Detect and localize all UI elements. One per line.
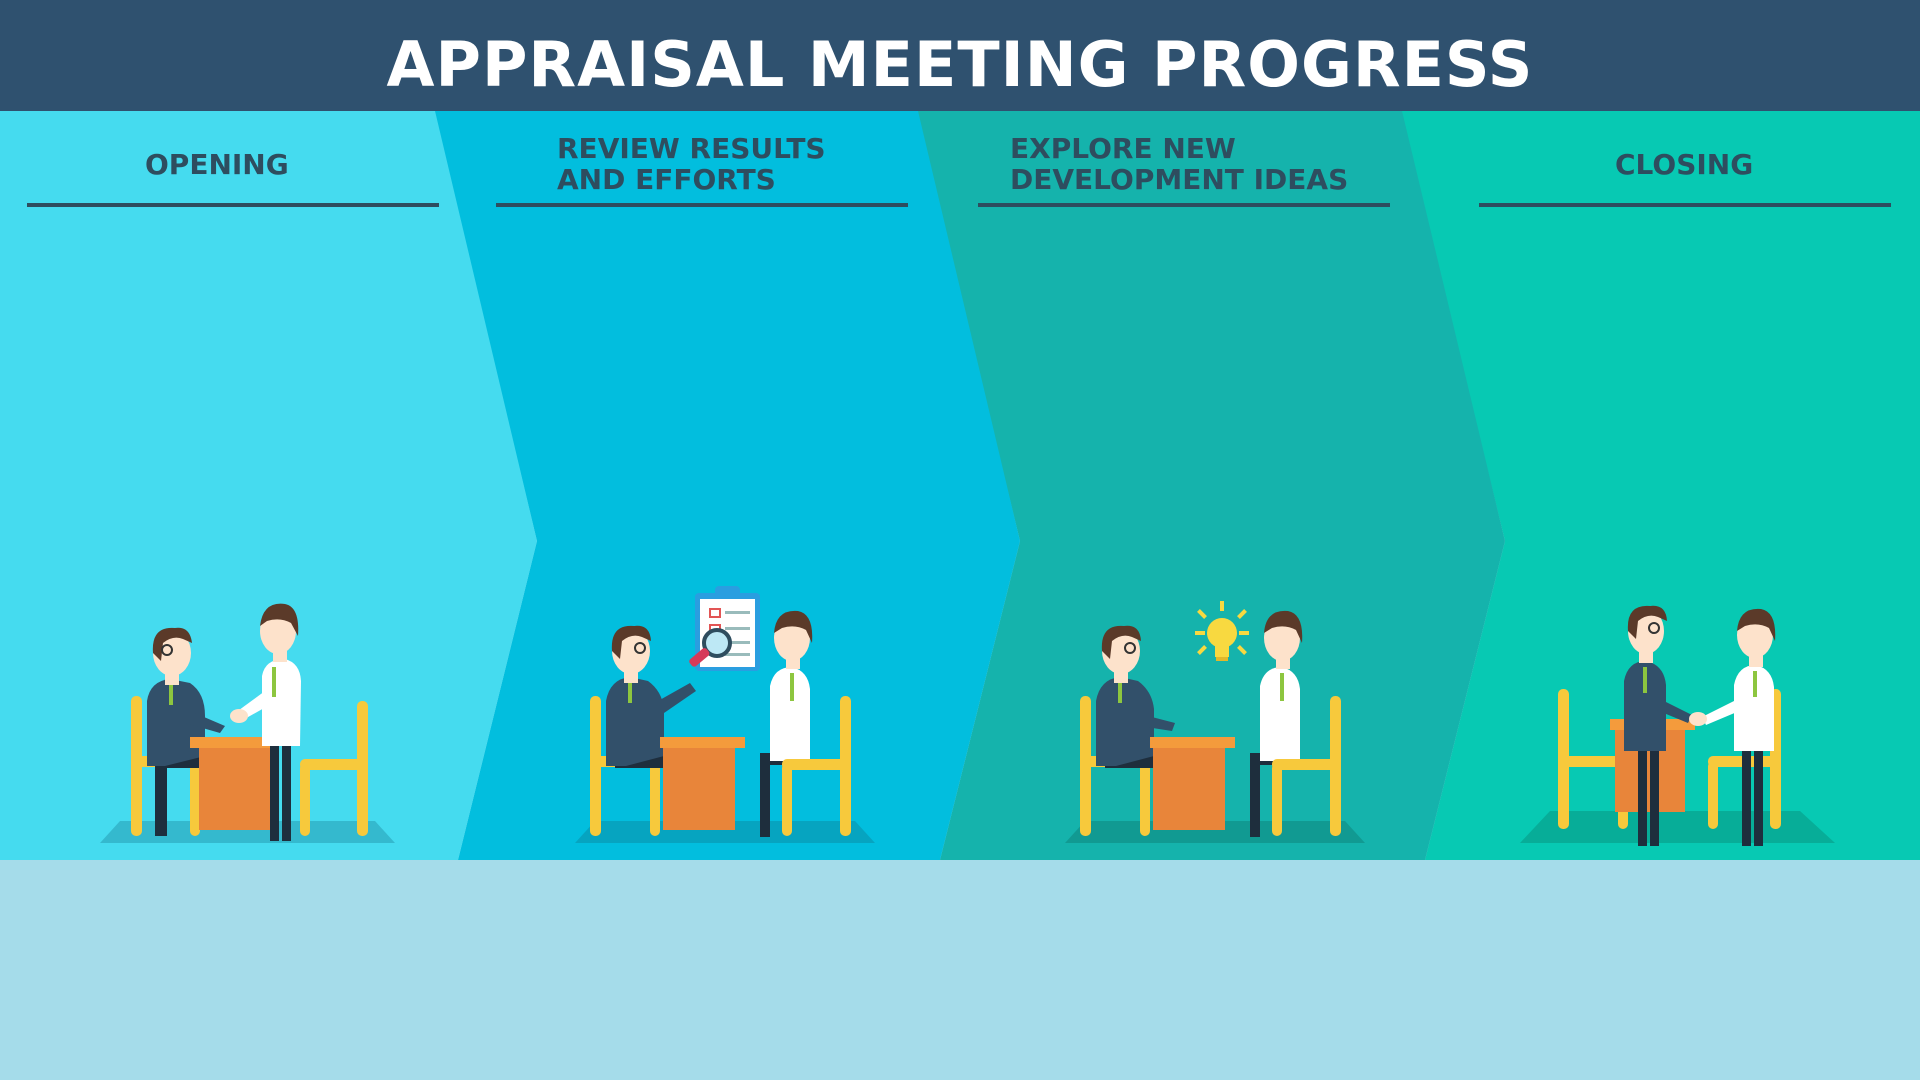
stage-rule-closing (1479, 203, 1891, 207)
review-documents-icon (575, 586, 875, 843)
handshake-at-desk-icon (100, 603, 395, 843)
lightbulb-icon (1195, 601, 1249, 661)
left-person (1624, 605, 1692, 846)
stage-label-line: REVIEW RESULTS (557, 132, 826, 165)
right-chair (1272, 696, 1341, 836)
stage-band-explore (915, 111, 1505, 860)
desk (190, 737, 271, 830)
magnifier-icon (689, 628, 732, 667)
stage-label-line: DEVELOPMENT IDEAS (1010, 163, 1349, 196)
stage-band-opening (0, 111, 537, 860)
stage-band-closing (1400, 111, 1920, 860)
left-person (606, 625, 696, 768)
stage-label-line: OPENING (145, 148, 289, 181)
page-title: APPRAISAL MEETING PROGRESS (386, 28, 1534, 101)
stage-band-review (433, 111, 1020, 860)
stage-label-closing: CLOSING (1615, 149, 1753, 180)
right-chair (300, 701, 368, 836)
stage-rule-explore (978, 203, 1390, 207)
stage-area: OPENING REVIEW RESULTS AND EFFORTS EXPLO… (0, 111, 1920, 860)
stage-label-line: CLOSING (1615, 148, 1754, 181)
desk (660, 737, 745, 830)
stage-label-line: EXPLORE NEW (1010, 132, 1236, 165)
desk (1150, 737, 1235, 830)
right-chair (782, 696, 851, 836)
stage-bands (0, 111, 1920, 860)
right-person (230, 603, 301, 841)
idea-lightbulb-icon (1065, 601, 1365, 843)
stage-rule-opening (27, 203, 439, 207)
stage-label-explore: EXPLORE NEW DEVELOPMENT IDEAS (1010, 133, 1348, 195)
stage-rule-review (496, 203, 908, 207)
right-person (1250, 610, 1303, 837)
left-person (1096, 625, 1175, 768)
right-person (1689, 608, 1776, 846)
header-bar: APPRAISAL MEETING PROGRESS (0, 0, 1920, 111)
floor-shadow (100, 821, 395, 843)
closing-handshake-icon (1520, 605, 1835, 846)
stage-label-line: AND EFFORTS (557, 163, 776, 196)
stage-label-opening: OPENING (145, 149, 289, 180)
stage-label-review: REVIEW RESULTS AND EFFORTS (557, 133, 826, 195)
bottom-panel (0, 860, 1920, 1080)
